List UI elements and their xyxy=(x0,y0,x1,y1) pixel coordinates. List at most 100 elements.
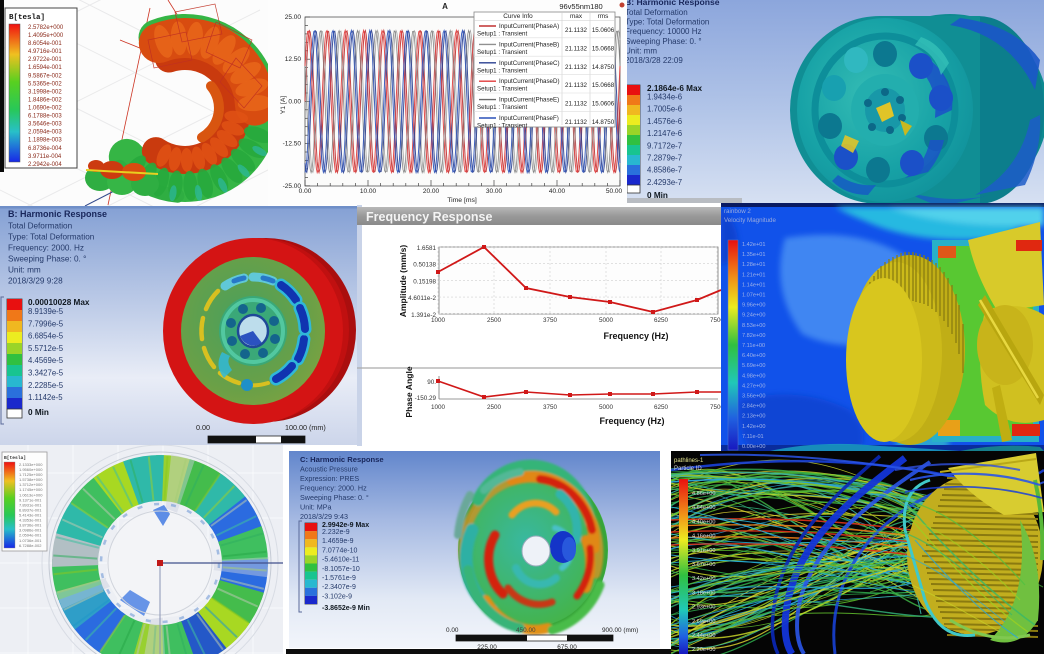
svg-text:96v55nm180: 96v55nm180 xyxy=(559,2,602,11)
svg-text:7500: 7500 xyxy=(710,317,721,324)
svg-text:Frequency: 2000. Hz: Frequency: 2000. Hz xyxy=(300,484,367,493)
svg-text:0.00: 0.00 xyxy=(299,188,312,195)
svg-text:2.9942e-9 Max: 2.9942e-9 Max xyxy=(322,522,369,529)
svg-text:Time [ms]: Time [ms] xyxy=(447,197,477,204)
svg-text:9.24e+00: 9.24e+00 xyxy=(742,313,766,319)
svg-text:InputCurrent(PhaseB): InputCurrent(PhaseB) xyxy=(499,41,559,48)
svg-text:0.00: 0.00 xyxy=(446,627,459,634)
svg-text:1.0736e-001: 1.0736e-001 xyxy=(19,538,42,543)
svg-text:-5.4610e-11: -5.4610e-11 xyxy=(322,557,359,564)
svg-text:3.42e+00: 3.42e+00 xyxy=(692,576,716,582)
svg-text:6.6854e-5: 6.6854e-5 xyxy=(28,332,64,341)
svg-text:0.00: 0.00 xyxy=(196,423,210,432)
svg-text:InputCurrent(PhaseC): InputCurrent(PhaseC) xyxy=(499,60,560,67)
svg-text:Amplitude (mm/s): Amplitude (mm/s) xyxy=(398,245,408,318)
svg-text:3.0986e-001: 3.0986e-001 xyxy=(19,528,42,533)
svg-text:1.5738e+000: 1.5738e+000 xyxy=(19,477,43,482)
svg-text:3.91e+00: 3.91e+00 xyxy=(692,548,716,554)
svg-text:Type: Total Deformation: Type: Total Deformation xyxy=(627,18,709,27)
svg-text:1.1142e-5: 1.1142e-5 xyxy=(28,393,63,402)
svg-text:3.5646e-003: 3.5646e-003 xyxy=(28,122,62,128)
svg-text:9.5867e-002: 9.5867e-002 xyxy=(28,73,62,79)
svg-text:30.00: 30.00 xyxy=(486,188,503,195)
svg-text:-25.00: -25.00 xyxy=(283,183,302,190)
svg-text:4.27e+00: 4.27e+00 xyxy=(742,383,766,389)
svg-text:21.1132: 21.1132 xyxy=(565,119,587,126)
svg-text:Setup1 : Transient: Setup1 : Transient xyxy=(477,123,527,130)
svg-text:2.20e+00: 2.20e+00 xyxy=(692,647,716,653)
svg-text:Sweeping Phase: 0. °: Sweeping Phase: 0. ° xyxy=(627,37,702,46)
svg-text:Phase Angle: Phase Angle xyxy=(404,366,414,417)
svg-text:Expression: PRES: Expression: PRES xyxy=(300,474,359,483)
svg-text:3.3427e-5: 3.3427e-5 xyxy=(28,369,64,378)
svg-text:8.53e+00: 8.53e+00 xyxy=(742,323,766,329)
svg-text:-3.8652e-9 Min: -3.8652e-9 Min xyxy=(322,605,370,612)
svg-text:B: Harmonic Response: B: Harmonic Response xyxy=(627,0,720,7)
svg-text:1000: 1000 xyxy=(431,404,446,411)
svg-text:Unit: mm: Unit: mm xyxy=(8,266,41,275)
svg-text:Setup1 : Transient: Setup1 : Transient xyxy=(477,67,527,74)
svg-text:4.3353e-001: 4.3353e-001 xyxy=(19,518,42,523)
svg-text:1.0613e+000: 1.0613e+000 xyxy=(19,492,43,497)
svg-text:0.00e+00: 0.00e+00 xyxy=(742,444,766,450)
svg-text:InputCurrent(PhaseF): InputCurrent(PhaseF) xyxy=(499,115,559,122)
svg-text:6.40e+00: 6.40e+00 xyxy=(742,353,766,359)
svg-text:Setup1 : Transient: Setup1 : Transient xyxy=(477,86,527,93)
svg-text:1.3712e+000: 1.3712e+000 xyxy=(19,482,43,487)
svg-text:-3.102e-9: -3.102e-9 xyxy=(322,593,352,600)
svg-text:1.6594e-001: 1.6594e-001 xyxy=(28,65,62,71)
svg-text:0.15198: 0.15198 xyxy=(413,278,436,285)
svg-text:A: A xyxy=(442,2,448,11)
svg-text:0.00: 0.00 xyxy=(288,98,301,105)
svg-text:Setup1 : Transient: Setup1 : Transient xyxy=(477,31,527,38)
svg-text:C: Harmonic Response: C: Harmonic Response xyxy=(300,455,384,464)
svg-text:Acoustic Pressure: Acoustic Pressure xyxy=(300,465,358,474)
svg-text:100.00 (mm): 100.00 (mm) xyxy=(285,423,326,432)
svg-text:2.5782e+000: 2.5782e+000 xyxy=(28,25,64,31)
svg-text:3.1998e-002: 3.1998e-002 xyxy=(28,89,62,95)
svg-text:Frequency Response: Frequency Response xyxy=(366,210,492,224)
svg-text:Frequency (Hz): Frequency (Hz) xyxy=(603,331,668,341)
svg-text:2.4293e-7: 2.4293e-7 xyxy=(647,178,682,187)
svg-text:4.4569e-5: 4.4569e-5 xyxy=(28,356,64,365)
svg-text:-1.5761e-9: -1.5761e-9 xyxy=(322,575,356,582)
svg-text:1.1745e+000: 1.1745e+000 xyxy=(19,487,43,492)
svg-text:2.0594e-001: 2.0594e-001 xyxy=(19,533,42,538)
svg-text:Frequency: 10000 Hz: Frequency: 10000 Hz xyxy=(627,27,702,36)
svg-text:1.4095e+000: 1.4095e+000 xyxy=(28,33,64,39)
svg-text:1.9434e-6: 1.9434e-6 xyxy=(647,93,682,102)
svg-text:7.11e-01: 7.11e-01 xyxy=(742,434,764,440)
svg-text:3.56e+00: 3.56e+00 xyxy=(742,394,766,400)
svg-text:2.9722e-001: 2.9722e-001 xyxy=(28,57,62,63)
svg-text:40.00: 40.00 xyxy=(549,188,566,195)
svg-text:7.82e+00: 7.82e+00 xyxy=(742,333,766,339)
svg-text:4.8586e-7: 4.8586e-7 xyxy=(647,166,682,175)
svg-text:15.0606: 15.0606 xyxy=(592,101,615,108)
svg-text:15.0668: 15.0668 xyxy=(592,45,615,52)
svg-text:4.9716e-001: 4.9716e-001 xyxy=(28,49,62,55)
svg-text:4.98e+00: 4.98e+00 xyxy=(742,373,766,379)
svg-text:1.7005e-6: 1.7005e-6 xyxy=(647,105,682,114)
svg-text:3.8736e-001: 3.8736e-001 xyxy=(19,523,42,528)
svg-text:21.1132: 21.1132 xyxy=(565,64,587,71)
svg-text:1.21e+01: 1.21e+01 xyxy=(742,272,766,278)
svg-text:1.2147e-6: 1.2147e-6 xyxy=(647,129,682,138)
svg-text:15.0668: 15.0668 xyxy=(592,82,615,89)
svg-text:4.16e+00: 4.16e+00 xyxy=(692,534,716,540)
svg-text:20.00: 20.00 xyxy=(423,188,440,195)
svg-text:675.00: 675.00 xyxy=(557,644,577,651)
svg-text:7.2879e-7: 7.2879e-7 xyxy=(647,154,682,163)
svg-text:1.1898e-003: 1.1898e-003 xyxy=(28,138,62,144)
svg-text:21.1132: 21.1132 xyxy=(565,82,587,89)
svg-text:2.84e+00: 2.84e+00 xyxy=(742,404,766,410)
svg-text:-12.50: -12.50 xyxy=(283,141,302,148)
svg-text:21.1132: 21.1132 xyxy=(565,101,587,108)
svg-text:21.1132: 21.1132 xyxy=(565,27,587,34)
svg-text:2.13e+00: 2.13e+00 xyxy=(742,414,766,420)
svg-text:1.9560e+000: 1.9560e+000 xyxy=(19,467,43,472)
svg-text:1.4576e-6: 1.4576e-6 xyxy=(647,117,682,126)
svg-text:6250: 6250 xyxy=(654,404,669,411)
svg-text:pathlines-1: pathlines-1 xyxy=(674,458,704,464)
svg-text:2.1864e-6 Max: 2.1864e-6 Max xyxy=(647,84,703,93)
svg-text:Total Deformation: Total Deformation xyxy=(8,222,73,231)
